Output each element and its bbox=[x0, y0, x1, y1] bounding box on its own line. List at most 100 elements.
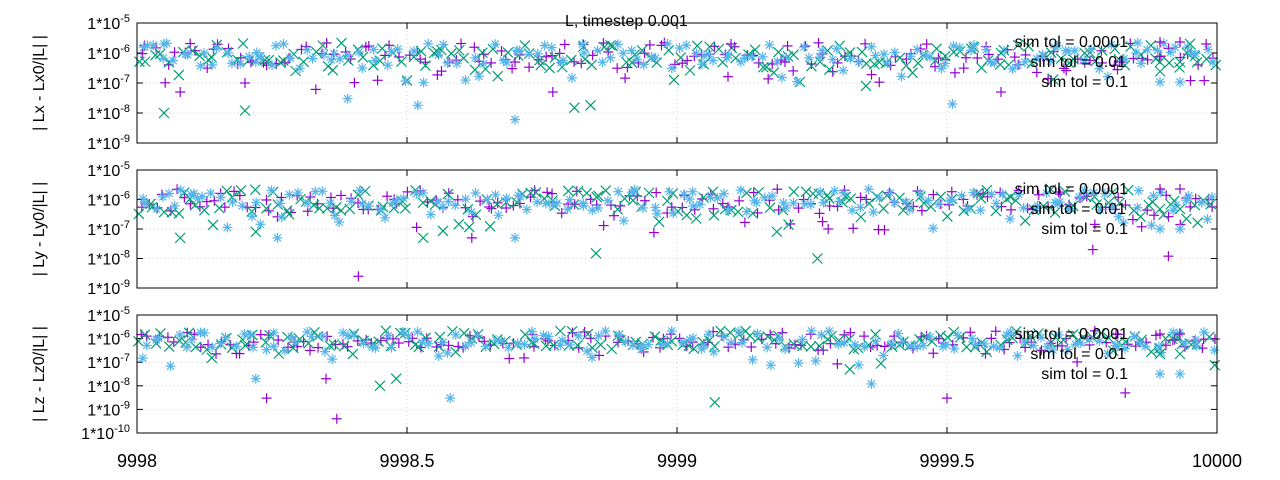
data-point bbox=[1118, 217, 1129, 228]
data-point bbox=[829, 185, 840, 196]
data-point bbox=[900, 60, 912, 72]
data-point bbox=[327, 64, 339, 76]
data-point bbox=[629, 184, 640, 195]
data-point bbox=[374, 380, 386, 392]
panel-1: 1*10-9 1*10-8 1*10-7 1*10-6 1*10-5 sim tol = … bbox=[87, 13, 1222, 153]
data-point bbox=[1061, 65, 1072, 76]
data-point bbox=[357, 198, 368, 209]
data-point bbox=[184, 193, 196, 205]
data-point bbox=[490, 39, 501, 50]
data-point bbox=[924, 332, 935, 343]
data-point bbox=[788, 197, 799, 208]
data-point bbox=[997, 189, 1008, 200]
data-point bbox=[186, 189, 196, 200]
data-point bbox=[747, 51, 758, 62]
data-point bbox=[649, 331, 661, 342]
data-point bbox=[757, 51, 768, 62]
data-point bbox=[334, 217, 345, 228]
data-point bbox=[761, 61, 772, 73]
data-point bbox=[1168, 195, 1180, 207]
data-point bbox=[175, 185, 186, 196]
data-point bbox=[450, 200, 461, 211]
data-point bbox=[875, 358, 887, 369]
data-point bbox=[398, 193, 409, 204]
data-point bbox=[480, 341, 491, 352]
data-point bbox=[664, 186, 675, 197]
y-tick-label: 1*10-7 bbox=[87, 219, 130, 239]
data-point bbox=[419, 60, 431, 72]
data-point bbox=[612, 63, 623, 74]
data-point bbox=[417, 197, 429, 209]
data-point bbox=[1205, 198, 1217, 210]
data-point bbox=[279, 345, 290, 356]
data-point bbox=[310, 84, 321, 95]
data-point bbox=[1032, 200, 1043, 211]
data-point bbox=[275, 198, 286, 209]
data-point bbox=[805, 199, 816, 210]
data-point bbox=[996, 87, 1006, 98]
legend-marker bbox=[1154, 203, 1166, 215]
data-point bbox=[1163, 251, 1174, 262]
data-point bbox=[442, 57, 453, 68]
data-point bbox=[293, 187, 304, 198]
data-point bbox=[1142, 44, 1153, 55]
data-point bbox=[317, 331, 328, 342]
data-point bbox=[961, 341, 973, 353]
data-point bbox=[1059, 186, 1071, 198]
data-point bbox=[650, 53, 661, 64]
data-point bbox=[708, 326, 719, 337]
data-point bbox=[855, 202, 866, 213]
data-point bbox=[1140, 341, 1151, 352]
data-point bbox=[519, 352, 530, 363]
data-point bbox=[722, 71, 733, 82]
data-point bbox=[1072, 356, 1083, 367]
data-point bbox=[921, 39, 932, 50]
data-point bbox=[1018, 202, 1029, 213]
data-point bbox=[400, 76, 411, 87]
data-point bbox=[374, 55, 386, 67]
y-tick-label: 1*10-9 bbox=[87, 278, 130, 298]
legend-marker bbox=[1155, 369, 1165, 379]
data-point bbox=[566, 72, 577, 83]
data-point bbox=[412, 326, 423, 337]
data-point bbox=[1075, 337, 1086, 348]
data-point bbox=[916, 205, 927, 216]
data-point bbox=[1132, 202, 1143, 213]
data-point bbox=[1102, 71, 1113, 82]
data-point bbox=[1127, 214, 1138, 225]
data-point bbox=[661, 195, 673, 207]
data-point bbox=[387, 198, 398, 209]
y-tick-label: 1*10-6 bbox=[87, 329, 130, 349]
data-point bbox=[618, 215, 629, 226]
data-point bbox=[636, 45, 648, 56]
data-point bbox=[600, 185, 612, 197]
data-point bbox=[803, 52, 814, 63]
data-point bbox=[510, 232, 520, 243]
data-point bbox=[438, 337, 449, 348]
data-point bbox=[1103, 332, 1115, 344]
data-point bbox=[411, 222, 422, 233]
data-point bbox=[666, 326, 677, 337]
data-point bbox=[386, 342, 397, 353]
data-point bbox=[272, 199, 284, 211]
data-point bbox=[947, 194, 958, 205]
data-point bbox=[904, 204, 915, 215]
data-point bbox=[968, 187, 979, 198]
data-point bbox=[954, 42, 965, 53]
data-point bbox=[535, 59, 547, 71]
data-point bbox=[976, 337, 988, 349]
data-point bbox=[159, 38, 169, 49]
data-point bbox=[404, 50, 415, 61]
data-point bbox=[250, 57, 261, 68]
data-point bbox=[501, 57, 512, 68]
legend-label: sim tol = 0.0001 bbox=[1015, 34, 1129, 51]
data-point bbox=[879, 224, 890, 235]
data-point bbox=[1148, 190, 1159, 201]
data-point bbox=[342, 93, 353, 104]
data-point bbox=[320, 346, 331, 357]
data-point bbox=[781, 52, 792, 63]
data-point bbox=[582, 346, 593, 357]
data-point bbox=[207, 342, 218, 353]
data-point bbox=[866, 41, 877, 52]
